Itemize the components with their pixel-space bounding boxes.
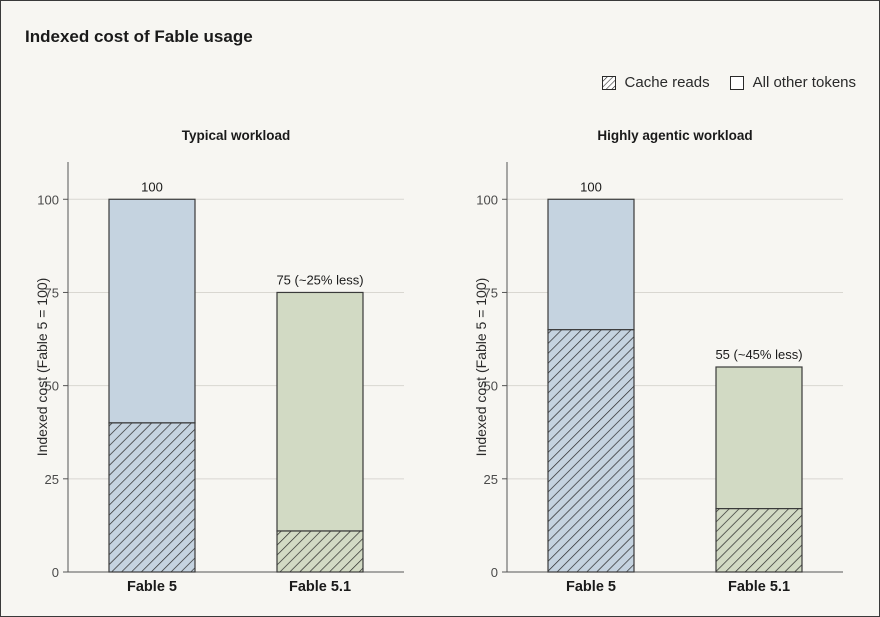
legend-item-cache-reads: Cache reads [601, 74, 710, 91]
legend-item-all-other: All other tokens [729, 74, 856, 91]
chart2-ytick-label: 100 [476, 192, 498, 207]
chart1-ytick-label: 0 [52, 565, 59, 580]
chart2-ytick-label: 75 [484, 285, 498, 300]
chart1-xtick-label-1: Fable 5 [127, 579, 177, 595]
chart1-ytick-label: 50 [45, 379, 59, 394]
chart1-bar-1-all-other [108, 198, 196, 424]
chart1-bar-2-cache-reads [276, 530, 364, 573]
chart2-ylabel: Indexed cost (Fable 5 = 100) [473, 278, 489, 457]
chart1-bar-1-cache-reads [108, 422, 196, 573]
chart1-xtick-label-2: Fable 5.1 [289, 579, 351, 595]
legend: Cache reads All other tokens [582, 74, 856, 91]
chart2-ytick-label: 25 [484, 472, 498, 487]
chart2-bar-2-cache-reads [715, 508, 803, 573]
chart1-ytick-label: 100 [37, 192, 59, 207]
chart1-data-label-1: 100 [141, 179, 163, 194]
legend-label-cache-reads: Cache reads [624, 74, 710, 91]
chart1-ytick-label: 25 [45, 472, 59, 487]
chart1-title: Typical workload [182, 128, 291, 143]
chart1-bar-2-all-other [276, 291, 364, 532]
chart2-bar-1-cache-reads [547, 329, 635, 573]
chart2-data-label-2: 55 (~45% less) [715, 347, 802, 362]
chart2-ytick-label: 50 [484, 379, 498, 394]
legend-label-all-other: All other tokens [752, 74, 856, 91]
chart1-ytick-label: 75 [45, 285, 59, 300]
page-title: Indexed cost of Fable usage [25, 27, 253, 46]
chart2-xtick-label-2: Fable 5.1 [728, 579, 790, 595]
chart2-ytick-label: 0 [491, 565, 498, 580]
chart1-ylabel: Indexed cost (Fable 5 = 100) [34, 278, 50, 457]
chart1-data-label-2: 75 (~25% less) [276, 272, 363, 287]
chart2-data-label-1: 100 [580, 179, 602, 194]
chart2-xtick-label-1: Fable 5 [566, 579, 616, 595]
empty-swatch-icon [729, 75, 744, 90]
chart2-title: Highly agentic workload [597, 128, 752, 143]
hatch-swatch-icon [601, 75, 616, 90]
chart2-bar-1-all-other [547, 198, 635, 331]
chart2-bar-2-all-other [715, 366, 803, 510]
